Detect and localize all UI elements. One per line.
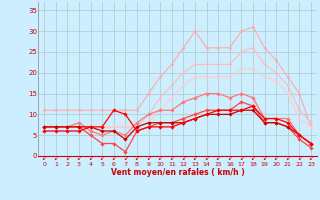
X-axis label: Vent moyen/en rafales ( km/h ): Vent moyen/en rafales ( km/h ) [111,168,244,177]
